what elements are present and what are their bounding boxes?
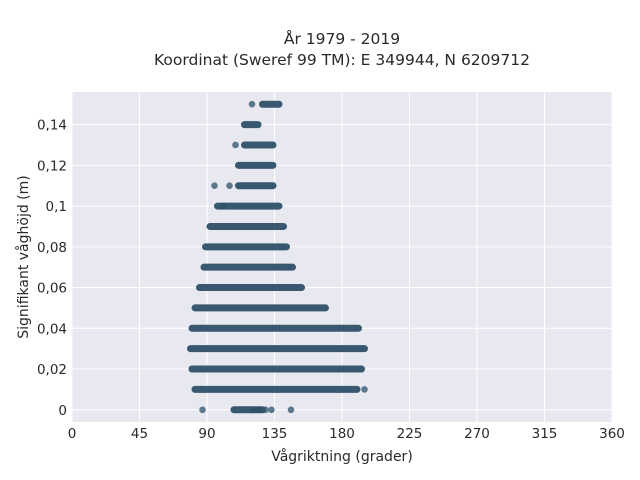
- x-tick-label: 90: [198, 426, 215, 442]
- y-tick-label: 0: [58, 403, 67, 419]
- x-tick-label: 360: [599, 426, 625, 442]
- y-tick-label: 0,1: [46, 199, 67, 215]
- x-tick-label: 270: [464, 426, 490, 442]
- data-point: [262, 406, 269, 414]
- chart-subtitle: Koordinat (Sweref 99 TM): E 349944, N 62…: [154, 51, 530, 69]
- chart-title: År 1979 - 2019: [283, 30, 401, 48]
- y-tick-label: 0,02: [37, 362, 67, 378]
- x-tick-label: 315: [532, 426, 558, 442]
- x-tick-label: 225: [397, 426, 423, 442]
- y-tick-label: 0,14: [37, 118, 67, 134]
- y-axis-label: Signifikant våghöjd (m): [15, 175, 32, 338]
- y-tick-label: 0,08: [37, 240, 67, 256]
- x-axis-label: Vågriktning (grader): [271, 448, 413, 465]
- data-point: [287, 406, 295, 414]
- y-tick-label: 0,04: [37, 321, 67, 337]
- data-point: [211, 182, 218, 190]
- data-point: [361, 386, 368, 393]
- data-point: [226, 182, 233, 190]
- data-point: [248, 100, 256, 108]
- x-axis-ticks: 0 45 90 135 180 225 270 315 360: [68, 426, 625, 442]
- x-tick-label: 45: [131, 426, 148, 442]
- y-tick-label: 0,06: [37, 281, 67, 297]
- data-points: [187, 100, 368, 414]
- x-tick-label: 135: [262, 426, 288, 442]
- data-point: [220, 202, 227, 210]
- data-point: [232, 141, 239, 149]
- y-axis-ticks: 0 0,02 0,04 0,06 0,08 0,1 0,12 0,14: [37, 118, 67, 419]
- data-point: [250, 406, 257, 414]
- data-point: [256, 406, 263, 414]
- data-point: [199, 406, 206, 414]
- x-tick-label: 0: [68, 426, 77, 442]
- y-tick-label: 0,12: [37, 158, 67, 174]
- data-point: [268, 406, 275, 414]
- x-tick-label: 180: [329, 426, 355, 442]
